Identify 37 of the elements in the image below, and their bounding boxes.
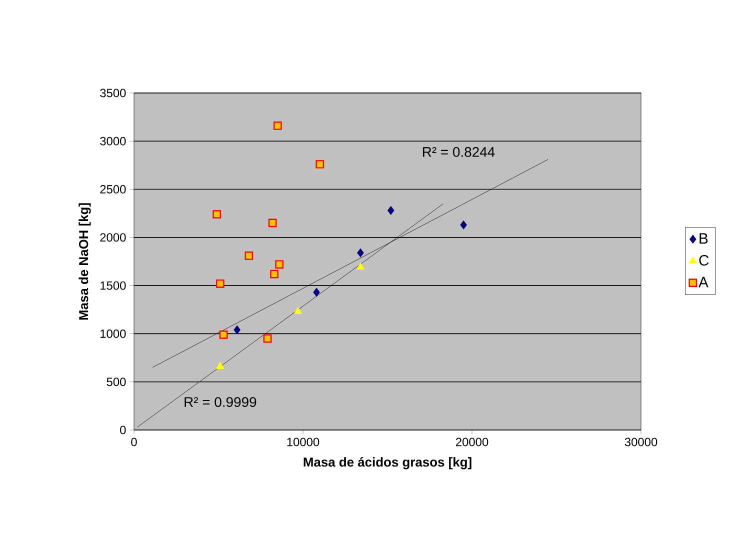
point <box>275 260 284 269</box>
point <box>212 210 221 219</box>
y-tick-label: 2500 <box>100 185 126 194</box>
y-tick-label: 1500 <box>100 281 126 290</box>
legend-label: B <box>700 233 708 244</box>
x-tick-label: 20000 <box>456 438 488 446</box>
y-axis-title: Masa de NaOH [kg] <box>78 203 91 320</box>
annotation: R² = 0.9999 <box>184 397 256 407</box>
y-tick-label: 500 <box>106 378 126 386</box>
y-tick-label: 1000 <box>100 329 126 338</box>
point <box>357 248 364 258</box>
point <box>460 220 467 230</box>
legend-label: C <box>699 255 709 266</box>
x-axis-title: Masa de ácidos grasos [kg] <box>304 457 472 470</box>
point <box>294 307 302 314</box>
y-tick-label: 2000 <box>100 233 126 242</box>
y-tick-label: 0 <box>120 426 126 434</box>
y-tick-label: 3500 <box>100 88 126 98</box>
point <box>244 252 254 260</box>
x-tick-label: 0 <box>131 438 137 446</box>
point <box>273 122 282 130</box>
legend-label: A <box>698 276 708 288</box>
x-tick-label: 30000 <box>624 438 658 446</box>
annotation: R² = 0.8244 <box>422 147 495 157</box>
point <box>270 270 278 278</box>
point <box>234 326 240 334</box>
point <box>388 206 394 215</box>
point <box>313 288 320 296</box>
point <box>268 218 277 228</box>
point <box>216 362 224 369</box>
point <box>316 160 324 168</box>
point <box>263 334 272 343</box>
point <box>219 330 228 339</box>
point <box>356 263 364 270</box>
x-tick-label: 10000 <box>287 438 320 446</box>
point <box>216 279 224 288</box>
y-tick-label: 3000 <box>100 136 126 146</box>
